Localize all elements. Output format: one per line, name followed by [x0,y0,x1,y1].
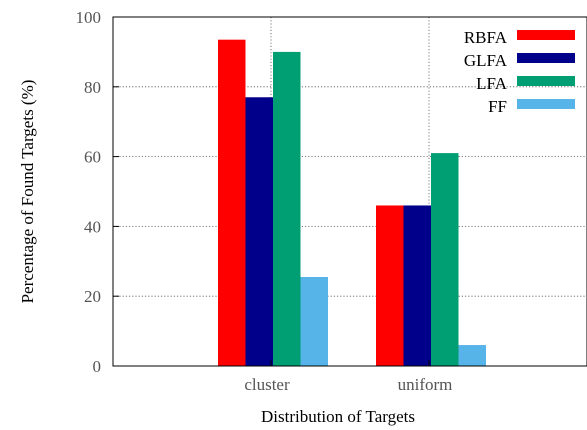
legend-swatch-glfa [517,53,575,63]
y-tick-label: 60 [84,148,101,167]
y-tick-label: 80 [84,78,101,97]
bars [218,39,486,367]
legend: RBFA GLFA LFA FF [464,28,575,116]
bar-rbfa-uniform [376,205,404,366]
legend-swatch-rbfa [517,30,575,40]
y-tick-label: 40 [84,217,101,236]
legend-label-rbfa: RBFA [464,28,508,47]
bar-glfa-cluster [245,97,273,367]
grid-lines [113,17,587,366]
legend-swatch-ff [517,99,575,109]
bar-lfa-cluster [273,51,301,367]
y-tick-label: 0 [93,357,102,376]
y-axis-title: Percentage of Found Targets (%) [18,80,37,304]
legend-label-ff: FF [488,97,507,116]
x-tick-label: uniform [398,375,453,394]
bar-glfa-uniform [403,205,431,366]
x-axis-ticks: cluster uniform [244,360,452,394]
bar-ff-cluster [300,277,328,366]
y-tick-label: 20 [84,287,101,306]
bar-ff-uniform [458,345,486,366]
legend-swatch-lfa [517,76,575,86]
legend-label-glfa: GLFA [464,51,508,70]
legend-label-lfa: LFA [476,74,508,93]
x-axis-title: Distribution of Targets [261,407,415,426]
bar-rbfa-cluster [218,39,246,367]
bar-lfa-uniform [431,153,459,366]
plot-frame [112,16,587,367]
y-axis-ticks: 0 20 40 60 80 100 [76,8,119,376]
y-tick-label: 100 [76,8,102,27]
x-tick-label: cluster [244,375,290,394]
